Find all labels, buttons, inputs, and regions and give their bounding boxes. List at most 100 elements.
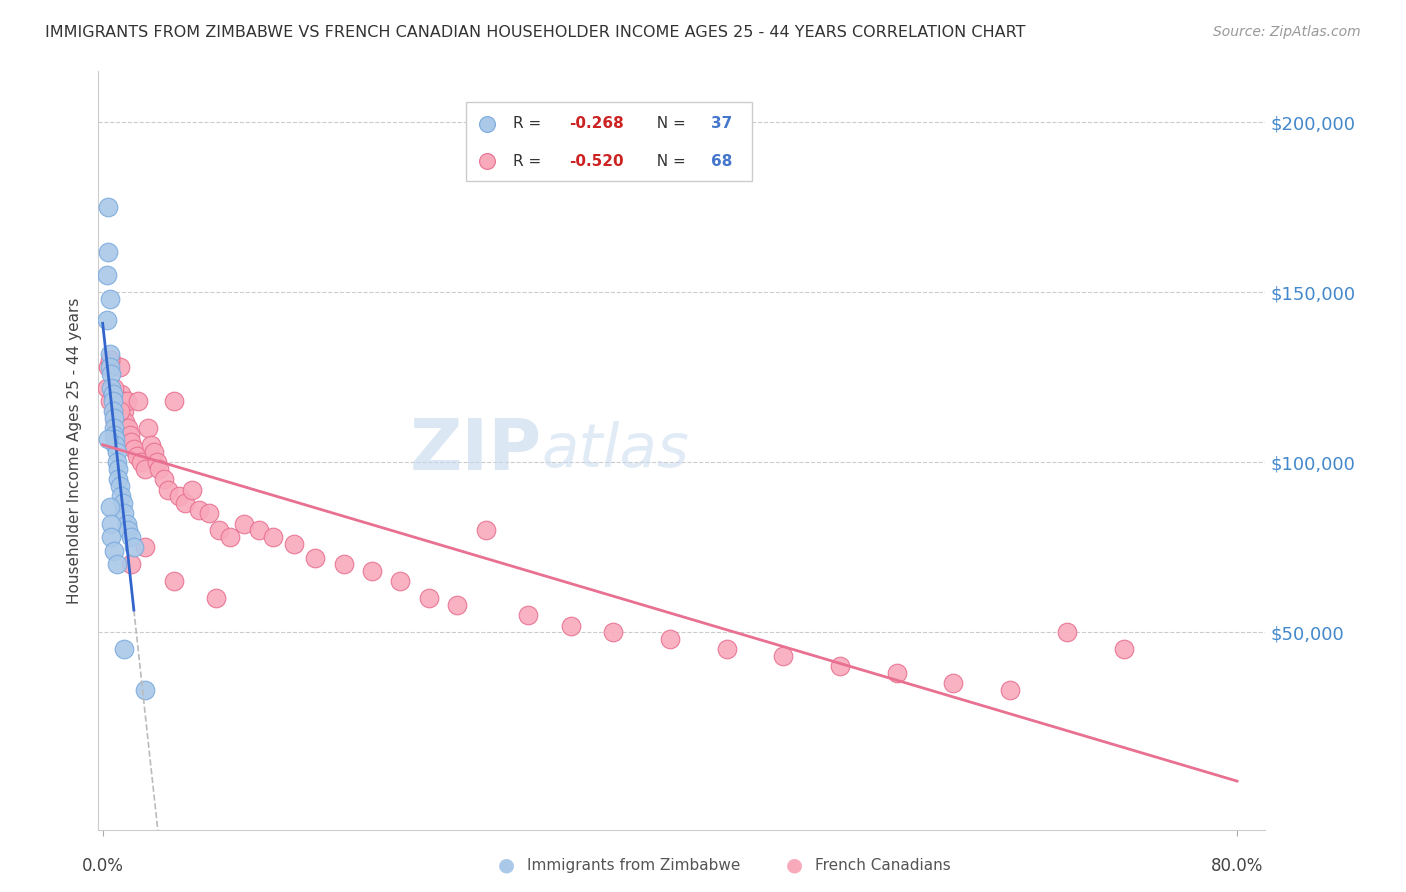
Point <box>96 268 118 283</box>
Point <box>101 387 124 401</box>
Point <box>233 516 256 531</box>
Text: Source: ZipAtlas.com: Source: ZipAtlas.com <box>1213 25 1361 39</box>
Text: atlas: atlas <box>541 421 690 480</box>
Point <box>104 432 127 446</box>
Point <box>134 683 156 698</box>
Text: Immigrants from Zimbabwe: Immigrants from Zimbabwe <box>527 858 741 872</box>
Point <box>112 642 135 657</box>
Text: -0.268: -0.268 <box>568 117 623 131</box>
Point <box>111 394 134 409</box>
Point <box>105 445 128 459</box>
Point <box>162 574 184 589</box>
Point <box>361 564 384 578</box>
Point <box>517 608 540 623</box>
Point <box>96 380 118 394</box>
Point <box>127 394 149 409</box>
Point <box>120 558 142 572</box>
Point <box>120 530 142 544</box>
Point <box>446 598 468 612</box>
Point <box>152 472 174 486</box>
Point <box>107 462 129 476</box>
Text: French Canadians: French Canadians <box>815 858 952 872</box>
Point <box>122 442 145 456</box>
Point <box>828 659 851 673</box>
Point <box>98 346 121 360</box>
Point <box>205 591 228 606</box>
Point <box>100 530 122 544</box>
Point <box>97 360 120 375</box>
Point <box>112 404 135 418</box>
Point <box>101 387 124 401</box>
Text: -0.520: -0.520 <box>568 154 623 169</box>
Point <box>98 394 121 409</box>
Point <box>98 353 121 368</box>
Point <box>110 489 132 503</box>
Point <box>101 404 124 418</box>
Point <box>104 438 127 452</box>
Point <box>96 312 118 326</box>
Point <box>112 507 135 521</box>
Point <box>100 380 122 394</box>
Text: 68: 68 <box>711 154 733 169</box>
Point <box>564 796 586 810</box>
Point <box>103 411 125 425</box>
Point <box>117 524 139 538</box>
Point <box>142 445 165 459</box>
Point <box>103 404 125 418</box>
Point <box>716 642 738 657</box>
Point <box>108 404 131 418</box>
Point <box>389 574 412 589</box>
Point <box>118 428 141 442</box>
Point <box>103 543 125 558</box>
Point <box>115 516 138 531</box>
Point <box>1112 642 1135 657</box>
Text: IMMIGRANTS FROM ZIMBABWE VS FRENCH CANADIAN HOUSEHOLDER INCOME AGES 25 - 44 YEAR: IMMIGRANTS FROM ZIMBABWE VS FRENCH CANAD… <box>45 25 1025 40</box>
Point <box>134 462 156 476</box>
Point <box>772 649 794 664</box>
Point <box>332 558 354 572</box>
Point <box>181 483 204 497</box>
Text: 80.0%: 80.0% <box>1211 856 1263 875</box>
Point <box>97 432 120 446</box>
Point <box>1056 625 1078 640</box>
Point <box>114 415 136 429</box>
Point <box>139 438 162 452</box>
Point <box>134 541 156 555</box>
Point <box>188 503 211 517</box>
Text: N =: N = <box>647 117 690 131</box>
Y-axis label: Householder Income Ages 25 - 44 years: Householder Income Ages 25 - 44 years <box>67 297 83 604</box>
Point <box>942 676 965 690</box>
Point <box>148 462 170 476</box>
Point <box>208 524 231 538</box>
Point <box>564 796 586 810</box>
Text: ●: ● <box>498 855 515 875</box>
Point <box>136 421 159 435</box>
Point <box>198 507 221 521</box>
Point <box>418 591 440 606</box>
Point <box>100 367 122 381</box>
Point <box>304 550 326 565</box>
Point <box>105 455 128 469</box>
Point <box>219 530 242 544</box>
Point <box>107 428 129 442</box>
Point <box>103 380 125 394</box>
Point <box>98 360 121 375</box>
Point <box>283 537 305 551</box>
Point <box>145 455 167 469</box>
Text: 0.0%: 0.0% <box>82 856 124 875</box>
Point <box>602 625 624 640</box>
Point <box>998 683 1021 698</box>
Point <box>98 500 121 514</box>
Point <box>122 541 145 555</box>
Point <box>167 489 190 503</box>
Point <box>560 618 582 632</box>
Point <box>115 394 138 409</box>
Point <box>262 530 284 544</box>
Point <box>97 244 120 259</box>
Text: R =: R = <box>513 154 546 169</box>
Point <box>162 394 184 409</box>
Point <box>125 449 148 463</box>
Point <box>97 200 120 214</box>
Point <box>108 360 131 375</box>
Point <box>174 496 197 510</box>
